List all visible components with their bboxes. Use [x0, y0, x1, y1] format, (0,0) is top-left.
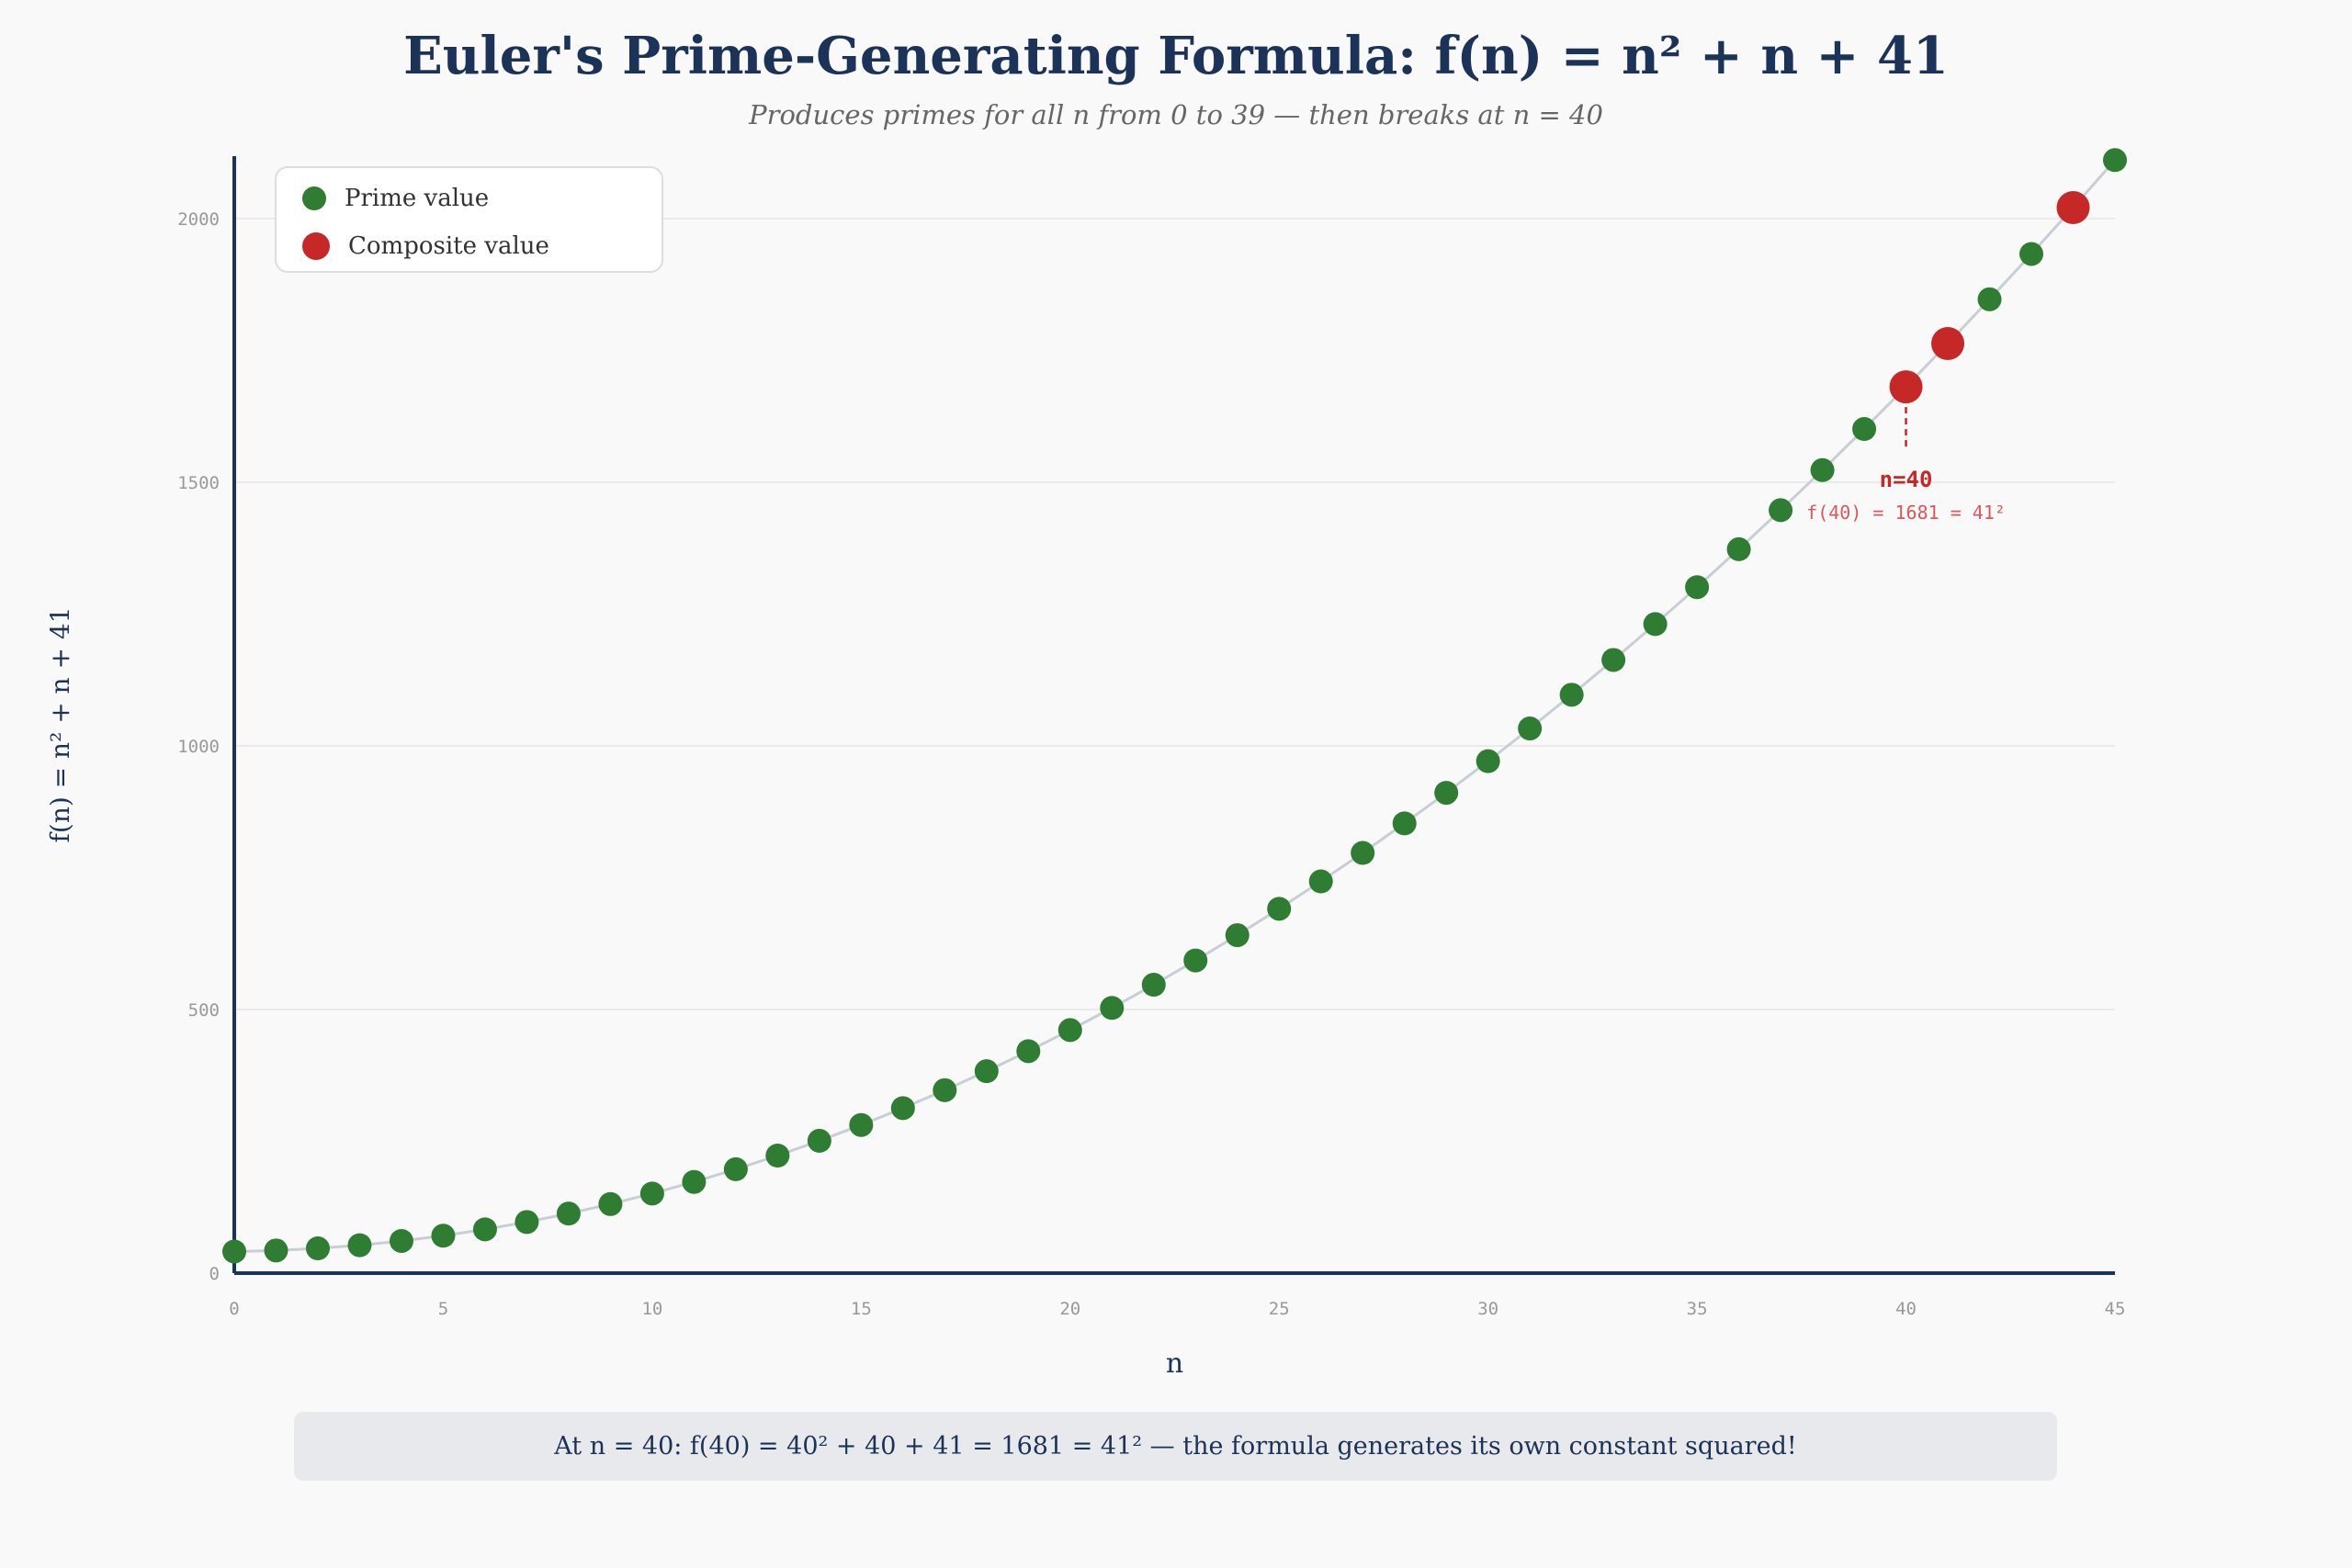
footer-note-text: At n = 40: f(40) = 40² + 40 + 41 = 1681 … [554, 1432, 1797, 1461]
x-tick-label: 10 [641, 1299, 662, 1319]
prime-point [2103, 148, 2127, 173]
x-tick-label: 45 [2105, 1299, 2126, 1319]
prime-point [1434, 781, 1459, 806]
prime-point [1183, 948, 1208, 973]
chart-title: Euler's Prime-Generating Formula: f(n) =… [403, 26, 1949, 86]
prime-point [1518, 716, 1543, 741]
composite-dot-icon [302, 232, 330, 260]
prime-point [305, 1236, 330, 1261]
prime-point [514, 1210, 539, 1235]
x-tick-label: 25 [1269, 1299, 1290, 1319]
prime-dot-icon [302, 186, 326, 210]
prime-point [1141, 973, 1166, 998]
series-line [233, 159, 2117, 1253]
prime-point [1225, 923, 1250, 948]
prime-point [472, 1217, 497, 1242]
legend-label-prime: Prime value [345, 185, 490, 212]
legend: Prime value Composite value [275, 166, 663, 273]
prime-point [431, 1224, 456, 1248]
prime-point [1685, 575, 1710, 600]
prime-point [682, 1169, 707, 1194]
legend-label-composite: Composite value [348, 232, 549, 260]
prime-point [1392, 811, 1417, 836]
prime-point [765, 1143, 790, 1168]
y-tick-label: 0 [209, 1264, 220, 1284]
prime-point [1726, 536, 1751, 561]
y-tick-label: 2000 [177, 209, 220, 230]
x-tick-label: 30 [1477, 1299, 1498, 1319]
prime-point [1643, 612, 1668, 637]
prime-point [1852, 417, 1877, 442]
chart-subtitle: Produces primes for all n from 0 to 39 —… [749, 99, 1603, 130]
y-axis-label: f(n) = n² + n + 41 [45, 607, 75, 843]
prime-point [974, 1059, 999, 1084]
prime-point [1016, 1039, 1041, 1064]
prime-point [1810, 457, 1835, 482]
prime-point [933, 1077, 957, 1102]
annotation-label: n=40 [1880, 467, 1933, 492]
prime-point [1267, 897, 1292, 921]
prime-point [723, 1156, 748, 1181]
prime-point [1057, 1018, 1082, 1043]
prime-point [1977, 287, 2002, 311]
x-tick-label: 40 [1895, 1299, 1917, 1319]
prime-point [1769, 498, 1793, 523]
x-tick-label: 35 [1687, 1299, 1708, 1319]
y-tick-label: 1000 [177, 737, 220, 757]
composite-point [2056, 190, 2090, 224]
legend-item-composite: Composite value [302, 232, 549, 260]
prime-point [389, 1228, 413, 1253]
prime-point [1100, 996, 1125, 1021]
x-axis-label: n [1166, 1348, 1183, 1380]
prime-point [1559, 682, 1584, 707]
prime-point [639, 1181, 664, 1206]
x-tick-label: 15 [851, 1299, 872, 1319]
prime-point [222, 1239, 246, 1264]
footer-note: At n = 40: f(40) = 40² + 40 + 41 = 1681 … [294, 1412, 2057, 1481]
prime-point [1351, 840, 1375, 865]
prime-point [890, 1096, 915, 1121]
composite-point [1889, 370, 1923, 404]
prime-point [2019, 242, 2044, 266]
prime-point [264, 1238, 288, 1263]
x-tick-label: 5 [438, 1299, 448, 1319]
prime-point [1476, 749, 1500, 773]
prime-point [807, 1128, 831, 1153]
prime-point [1308, 869, 1333, 894]
y-tick-label: 500 [188, 1000, 220, 1021]
annotation-detail: f(40) = 1681 = 41² [1806, 502, 2006, 524]
y-tick-label: 1500 [177, 473, 220, 493]
legend-item-prime: Prime value [302, 185, 489, 212]
composite-point [1931, 327, 1965, 361]
prime-point [849, 1112, 874, 1137]
prime-point [556, 1201, 581, 1226]
x-tick-label: 0 [229, 1299, 239, 1319]
prime-point [598, 1191, 623, 1216]
prime-point [347, 1233, 372, 1258]
x-tick-label: 20 [1059, 1299, 1080, 1319]
prime-point [1601, 648, 1626, 672]
